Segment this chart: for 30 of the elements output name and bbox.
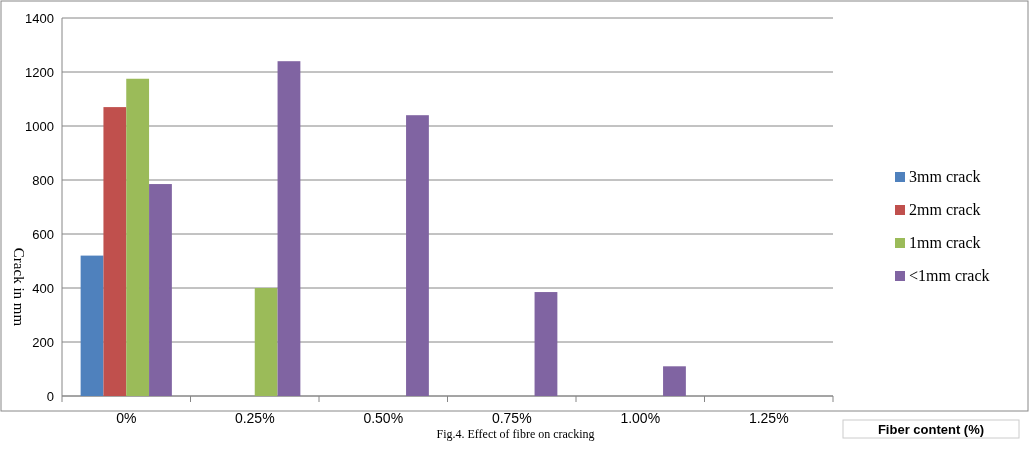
x-tick-label: 0.25% xyxy=(234,410,275,426)
x-tick-label: 0% xyxy=(116,410,137,426)
legend-label: 3mm crack xyxy=(909,168,981,185)
bar xyxy=(277,61,301,396)
x-axis-title: Fiber content (%) xyxy=(877,422,985,437)
legend-label: 1mm crack xyxy=(909,234,981,251)
y-tick-label: 1200 xyxy=(25,64,54,80)
y-axis-title: Crack in mm xyxy=(11,247,27,327)
x-tick-label: 0.50% xyxy=(363,410,404,426)
y-tick-label: 800 xyxy=(32,172,54,188)
bar xyxy=(126,78,150,396)
bar xyxy=(103,107,127,396)
bar xyxy=(406,115,429,396)
bar xyxy=(149,184,172,396)
y-tick-label: 1400 xyxy=(25,10,54,26)
x-tick-label: 1.00% xyxy=(620,410,661,426)
y-tick-label: 1000 xyxy=(25,118,54,134)
y-tick-label: 200 xyxy=(32,334,54,350)
y-tick-label: 0 xyxy=(46,388,54,404)
bar xyxy=(80,255,104,396)
bar xyxy=(534,292,558,396)
legend-label: 2mm crack xyxy=(909,201,981,218)
legend-label: <1mm crack xyxy=(909,267,990,284)
caption: Fig.4. Effect of fibre on cracking xyxy=(436,427,595,441)
y-tick-label: 400 xyxy=(32,280,54,296)
bar xyxy=(254,288,278,396)
bar xyxy=(663,366,686,396)
x-tick-label: 0.75% xyxy=(491,410,532,426)
y-tick-label: 600 xyxy=(32,226,54,242)
x-tick-label: 1.25% xyxy=(748,410,789,426)
